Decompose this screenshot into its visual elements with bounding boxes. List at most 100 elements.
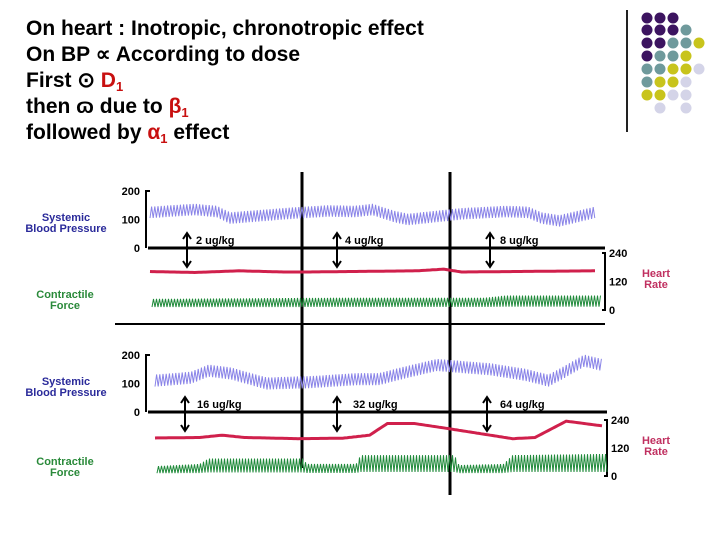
hr-tick-label: 120 <box>611 443 629 455</box>
decor-dot <box>641 63 653 75</box>
hr-label: Rate <box>644 279 668 291</box>
line-text: According to dose <box>110 43 301 66</box>
hr-label: Heart <box>642 435 670 447</box>
bp-label: Systemic <box>42 376 90 388</box>
dose-arrow-icon <box>485 231 495 269</box>
dose-arrow-icon <box>482 395 492 433</box>
slide-text: On heart : Inotropic, chronotropic effec… <box>26 16 424 146</box>
line-2: On BP ∝ According to dose <box>26 42 424 68</box>
dose-arrow-icon <box>182 231 192 269</box>
contractile-force-trace <box>156 454 608 474</box>
decor-dot <box>654 50 666 62</box>
line-4: then ɷ due to β1 <box>26 94 424 120</box>
dose-arrow-icon <box>332 395 342 433</box>
dose-arrow-icon <box>180 395 190 433</box>
decor-dot <box>680 24 692 36</box>
line-text: then <box>26 95 77 118</box>
decor-dot <box>667 24 679 36</box>
line-text: First <box>26 69 78 92</box>
decor-dot <box>641 24 653 36</box>
decor-dot <box>680 50 692 62</box>
decor-dot <box>654 89 666 101</box>
force-label: Contractile <box>36 289 93 301</box>
hr-tick-label: 240 <box>611 415 629 427</box>
decor-dot <box>654 63 666 75</box>
receptor-subscript: 1 <box>181 105 189 120</box>
decor-dot <box>667 63 679 75</box>
decor-dot <box>667 12 679 24</box>
heart-rate-trace <box>149 267 595 275</box>
decor-dot <box>693 63 705 75</box>
dose-label: 64 ug/kg <box>500 399 545 411</box>
force-label: Contractile <box>36 456 93 468</box>
bp-label: Systemic <box>42 212 90 224</box>
hr-tick-label: 0 <box>611 471 617 483</box>
decor-dot <box>680 37 692 49</box>
receptor-label: β <box>168 95 182 118</box>
dose-label: 32 ug/kg <box>353 399 398 411</box>
decor-dot <box>680 63 692 75</box>
decor-dot <box>654 12 666 24</box>
decor-divider <box>626 10 628 132</box>
decor-dot <box>693 37 705 49</box>
hr-axis <box>604 419 608 477</box>
bp-tick-label: 100 <box>122 379 140 391</box>
bp-label: Blood Pressure <box>25 223 106 235</box>
contractile-force-trace <box>151 295 601 308</box>
hr-tick-label: 240 <box>609 248 627 260</box>
line-text: effect <box>167 121 230 144</box>
decor-dot <box>654 76 666 88</box>
bp-tick-label: 200 <box>122 186 140 198</box>
decor-dot <box>680 89 692 101</box>
circled-dot-symbol-icon: ⊙ <box>77 69 95 92</box>
decor-dot <box>641 12 653 24</box>
line-text: On BP <box>26 43 96 66</box>
bp-label: Blood Pressure <box>25 387 106 399</box>
decor-dot <box>667 76 679 88</box>
bp-tick-label: 200 <box>122 350 140 362</box>
receptor-subscript: 1 <box>115 79 124 94</box>
blood-pressure-trace <box>154 354 602 390</box>
dose-label: 4 ug/kg <box>345 235 384 247</box>
proportional-symbol-icon: ∝ <box>95 43 111 66</box>
decor-dot <box>654 24 666 36</box>
decor-dot <box>641 89 653 101</box>
dose-arrow-icon <box>332 231 342 269</box>
hr-tick-label: 120 <box>609 277 627 289</box>
heart-rate-trace <box>154 419 603 441</box>
bp-tick-label: 0 <box>134 407 140 419</box>
force-label: Force <box>50 467 80 479</box>
line-5: followed by α1 effect <box>26 120 424 146</box>
hr-tick-label: 0 <box>609 305 615 317</box>
bp-tick-label: 0 <box>134 243 140 255</box>
increase-symbol-icon: ɷ <box>76 95 94 118</box>
line-1: On heart : Inotropic, chronotropic effec… <box>26 16 424 42</box>
decor-dot <box>641 76 653 88</box>
line-3: First ⊙ D1 <box>26 68 424 94</box>
dose-label: 16 ug/kg <box>197 399 242 411</box>
receptor-subscript: 1 <box>160 131 168 146</box>
line-text: On heart : Inotropic, chronotropic effec… <box>26 17 424 40</box>
receptor-label: D <box>100 69 116 92</box>
dose-label: 8 ug/kg <box>500 235 539 247</box>
hr-axis <box>602 252 606 311</box>
dose-label: 2 ug/kg <box>196 235 235 247</box>
decor-dot <box>667 37 679 49</box>
receptor-label: α <box>147 121 161 144</box>
decor-dot <box>641 50 653 62</box>
decor-dot <box>667 89 679 101</box>
line-text: followed by <box>26 121 148 144</box>
decor-dot <box>680 102 692 114</box>
decor-dot <box>680 76 692 88</box>
decor-dot <box>641 37 653 49</box>
decor-dot <box>667 50 679 62</box>
decor-dot <box>654 37 666 49</box>
hr-label: Heart <box>642 268 670 280</box>
force-label: Force <box>50 300 80 312</box>
decor-dot <box>654 102 666 114</box>
line-text: due to <box>93 95 169 118</box>
blood-pressure-trace <box>149 203 596 227</box>
hr-label: Rate <box>644 446 668 458</box>
bp-axis <box>145 354 150 412</box>
